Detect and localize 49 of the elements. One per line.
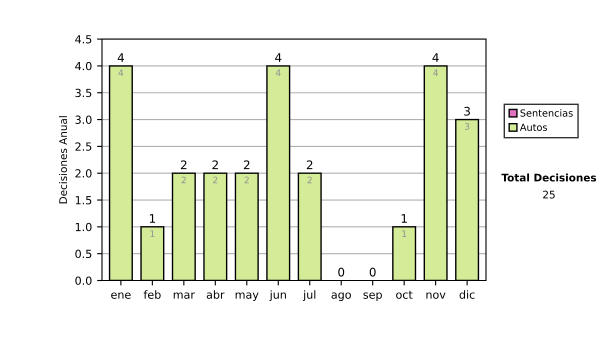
total-label: 4 [118, 53, 124, 62]
x-tick-label: ago [332, 292, 351, 301]
total-label: 4 [432, 53, 439, 62]
y-tick-label: 4.5 [75, 35, 92, 44]
x-tick-label: jun [269, 290, 286, 301]
x-tick-label: jul [302, 290, 316, 301]
total-label: 2 [244, 160, 250, 170]
text: Total Decisiones [501, 173, 596, 182]
x-tick-label: feb [144, 290, 161, 299]
x-tick-label: ene [111, 292, 131, 299]
x-tick-label: mar [174, 292, 195, 299]
y-tick-label: 4.0 [75, 62, 92, 70]
total-label: 2 [306, 160, 312, 170]
data-label: 3 [464, 122, 470, 130]
total-label: 0 [370, 268, 376, 277]
data-label: 1 [150, 230, 154, 237]
x-tick-label: may [236, 292, 259, 301]
data-label: 4 [118, 69, 124, 76]
y-tick-label: 1.0 [76, 222, 92, 232]
legend-label: Sentencias [520, 109, 573, 117]
text: 25 [543, 190, 555, 199]
data-label: 2 [213, 176, 218, 184]
x-tick-label: nov [426, 292, 446, 299]
y-axis-title: Decisiones Anual [58, 116, 68, 204]
y-tick-label: 0.0 [75, 276, 92, 285]
data-label: 2 [244, 176, 249, 184]
x-tick-label: sep [363, 292, 382, 301]
total-label: 2 [212, 160, 218, 170]
total-label: 1 [150, 214, 156, 223]
y-tick-label: 2.0 [75, 169, 92, 178]
x-tick-label: abr [206, 290, 225, 299]
total-label: 1 [402, 214, 407, 223]
total-label: 4 [275, 53, 282, 62]
y-tick-label: 3.0 [75, 116, 92, 124]
data-label: 2 [182, 176, 186, 184]
y-tick-label: 2.5 [75, 142, 92, 151]
total-label: 0 [338, 268, 344, 277]
data-label: 4 [276, 69, 281, 76]
y-tick-label: 3.5 [75, 88, 92, 98]
legend-label: Autos [520, 124, 548, 131]
x-tick-label: dic [460, 290, 475, 299]
data-label: 4 [433, 69, 438, 76]
data-label: 2 [308, 176, 312, 184]
data-label: 1 [402, 230, 406, 237]
x-tick-label: oct [396, 290, 413, 299]
y-tick-label: 0.5 [75, 250, 92, 258]
y-tick-label: 1.5 [76, 196, 92, 204]
total-label: 2 [180, 160, 186, 170]
total-label: 3 [464, 106, 470, 116]
